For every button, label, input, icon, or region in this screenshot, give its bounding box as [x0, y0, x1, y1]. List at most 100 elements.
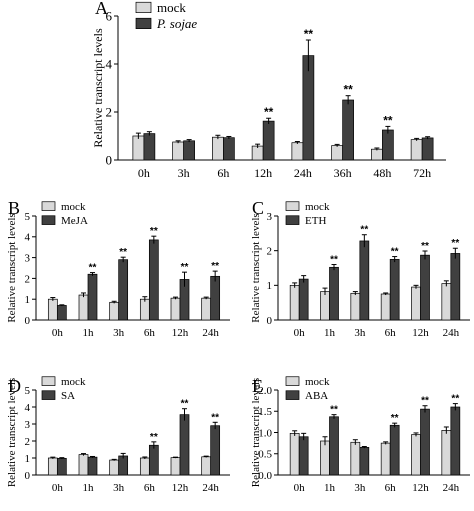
legend-swatch: [285, 390, 300, 400]
x-tick-label: 3h: [354, 482, 366, 494]
y-axis-title: Relative transcript levels: [250, 378, 262, 487]
significance-mark: **: [451, 238, 459, 249]
bar-mock: [289, 284, 300, 321]
y-tick-label: 0: [25, 315, 31, 327]
legend-swatch: [135, 1, 152, 13]
y-tick-label: 1.0: [258, 427, 272, 439]
panel-letter: D: [8, 376, 21, 396]
y-tick-label: 5: [25, 385, 31, 397]
x-tick-label: 1h: [83, 482, 95, 494]
bar-psojae: [421, 137, 434, 161]
significance-mark: **: [211, 412, 219, 423]
bar-mock: [78, 454, 89, 476]
bar-psojae: [382, 129, 394, 161]
bar-sa: [87, 456, 98, 476]
x-tick-label: 3h: [113, 327, 125, 339]
bar-aba: [420, 408, 430, 476]
y-tick-label: 1.5: [258, 406, 272, 418]
y-tick-label: 5: [25, 211, 31, 223]
legend-label: ETH: [305, 215, 326, 227]
bar-meja: [56, 305, 67, 321]
panel-letter: B: [8, 198, 20, 218]
x-tick-label: 6h: [144, 327, 156, 339]
bar-eth: [329, 266, 339, 321]
x-tick-label: 24h: [443, 327, 460, 339]
legend-label: mock: [305, 376, 330, 388]
significance-mark: **: [330, 405, 338, 416]
y-axis-title: Relative transcript levels: [6, 213, 18, 322]
bar-sa: [210, 425, 221, 476]
legend-swatch: [41, 215, 56, 225]
bar-psojae: [223, 137, 235, 161]
bar-aba: [359, 447, 370, 476]
bar-sa: [118, 455, 129, 476]
y-tick-label: 4: [25, 232, 31, 244]
bar-eth: [389, 258, 400, 321]
y-tick-label: 1: [25, 294, 31, 306]
y-axis-title: Relative transcript levels: [91, 28, 105, 148]
significance-mark: **: [343, 83, 353, 97]
significance-mark: **: [119, 247, 127, 258]
x-tick-label: 12h: [254, 166, 272, 180]
significance-mark: **: [383, 113, 393, 127]
chart-panel-c: C 0 1 2 3 Relative transcript levels 0h ** 1h ** 3…: [250, 198, 470, 339]
bar-mock: [212, 136, 224, 161]
y-tick-label: 3: [267, 211, 273, 223]
bar-sa: [56, 457, 67, 476]
bar-psojae: [143, 133, 156, 161]
y-axis-title: Relative transcript levels: [6, 378, 18, 487]
x-tick-label: 3h: [113, 482, 125, 494]
bar-mock: [411, 286, 421, 321]
x-tick-label: 24h: [202, 327, 219, 339]
significance-mark: **: [360, 225, 368, 236]
bar-mock: [291, 142, 304, 161]
legend-swatch: [135, 17, 152, 29]
bar-mock: [410, 139, 423, 161]
bar-aba: [329, 416, 339, 476]
bar-meja: [118, 259, 129, 321]
legend-label: ABA: [305, 390, 328, 402]
bar-mock: [371, 148, 383, 161]
bar-mock: [78, 294, 89, 321]
x-tick-label: 3h: [354, 327, 366, 339]
bar-mock: [251, 145, 264, 161]
bar-mock: [411, 434, 421, 476]
significance-mark: **: [211, 261, 219, 272]
significance-mark: **: [181, 399, 189, 410]
bar-mock: [201, 456, 212, 476]
x-tick-label: 24h: [443, 482, 460, 494]
y-tick-label: 2: [25, 273, 31, 285]
x-tick-label: 0h: [52, 327, 64, 339]
bar-meja: [210, 275, 221, 321]
x-tick-label: 24h: [294, 166, 312, 180]
y-tick-label: 4: [25, 402, 31, 414]
x-tick-label: 0h: [294, 482, 306, 494]
y-tick-label: 0: [106, 153, 113, 168]
bar-mock: [289, 433, 300, 476]
y-tick-label: 4: [106, 57, 113, 72]
y-tick-label: 1: [25, 453, 31, 465]
y-axis-title: Relative transcript levels: [250, 213, 262, 322]
bar-mock: [109, 459, 120, 476]
legend-swatch: [41, 201, 56, 211]
legend-label: mock: [305, 201, 330, 213]
y-tick-label: 1: [267, 280, 273, 292]
legend-swatch: [285, 376, 300, 386]
y-tick-label: 0: [25, 470, 31, 482]
bar-mock: [380, 293, 391, 321]
x-tick-label: 6h: [144, 482, 156, 494]
panel-letter: A: [95, 0, 108, 18]
legend-label: MeJA: [61, 215, 88, 227]
bar-meja: [87, 273, 98, 321]
legend-swatch: [285, 215, 300, 225]
bar-mock: [172, 141, 184, 161]
bar-psojae: [302, 55, 315, 161]
bar-mock: [170, 457, 181, 476]
x-tick-label: 12h: [412, 482, 429, 494]
bar-mock: [350, 292, 361, 321]
bar-mock: [380, 442, 391, 476]
x-tick-label: 12h: [172, 482, 189, 494]
significance-mark: **: [330, 255, 338, 266]
x-tick-label: 1h: [324, 482, 336, 494]
significance-mark: **: [451, 394, 459, 405]
